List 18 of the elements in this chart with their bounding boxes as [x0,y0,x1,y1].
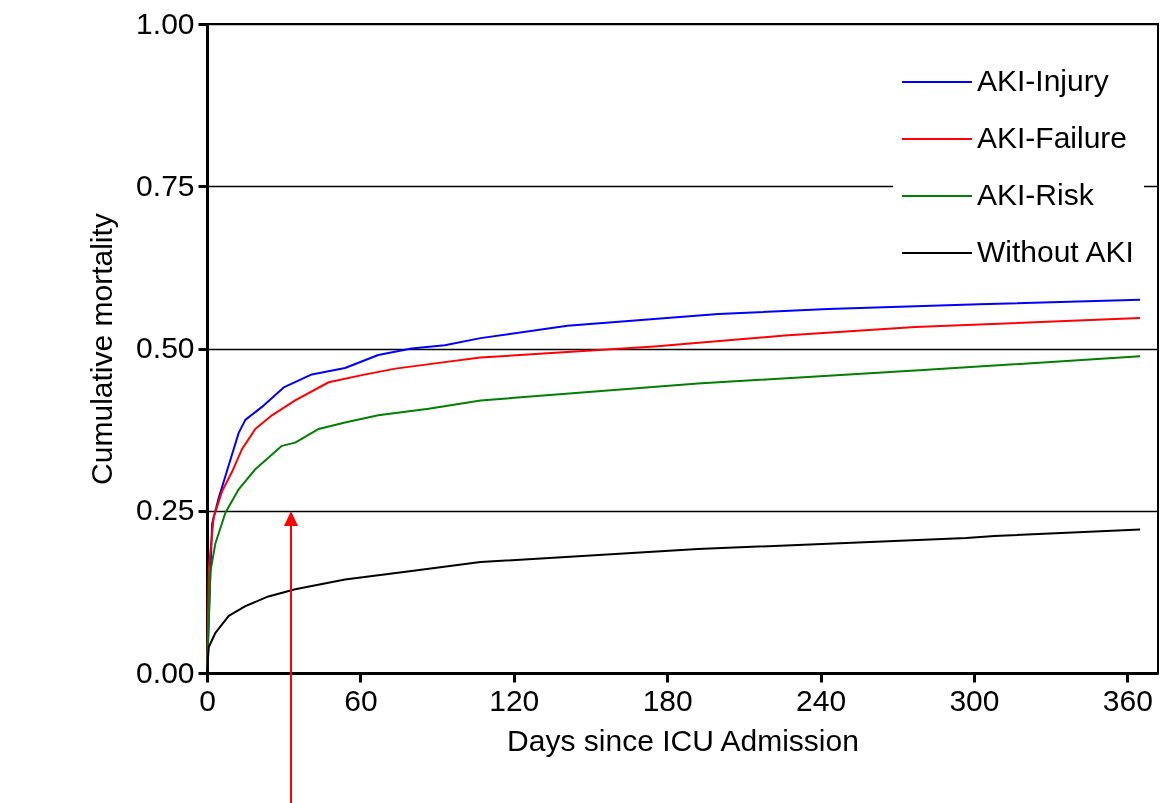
y-tick-label: 0.75 [136,168,195,202]
y-tick-label: 0.25 [136,493,195,527]
x-tick-label: 60 [344,683,378,717]
legend-label: Without AKI [977,235,1134,268]
x-tick-label: 300 [949,683,1000,717]
x-axis-title: Days since ICU Admission [507,723,859,757]
legend-label: AKI-Injury [977,64,1109,97]
y-tick-label: 1.00 [136,6,195,40]
x-tick-label: 360 [1102,683,1153,717]
x-tick-label: 120 [489,683,540,717]
x-tick-label: 0 [199,683,216,717]
y-tick-label: 0.50 [136,331,195,364]
legend-label: AKI-Failure [977,121,1128,154]
x-tick-label: 180 [642,683,693,717]
y-axis-title: Cumulative mortality [85,213,119,485]
x-tick-label: 240 [796,683,847,717]
legend-label: AKI-Risk [977,178,1095,211]
y-tick-label: 0.00 [136,655,195,689]
